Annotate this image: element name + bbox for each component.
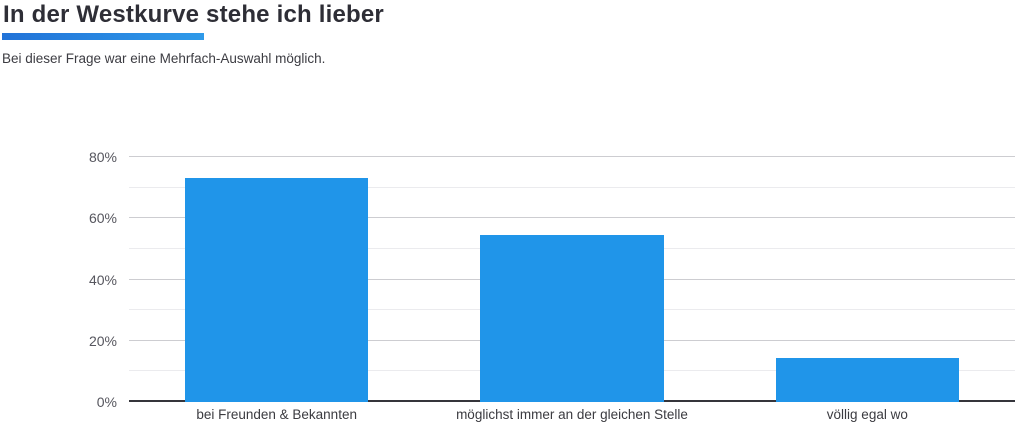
bar-slot bbox=[424, 157, 719, 402]
y-axis: 0% 20% 40% 60% 80% bbox=[0, 149, 117, 410]
y-tick-label-20: 20% bbox=[88, 332, 117, 349]
y-tick-label-40: 40% bbox=[88, 271, 117, 288]
y-tick-label-60: 60% bbox=[88, 210, 117, 227]
bar-1[interactable] bbox=[185, 178, 369, 402]
gridline-80 bbox=[129, 156, 1015, 157]
bar-slot bbox=[720, 157, 1015, 402]
title-accent-underline bbox=[2, 33, 204, 40]
x-tick-label-2: möglichst immer an der gleichen Stelle bbox=[456, 407, 688, 422]
gridline-70 bbox=[129, 186, 1015, 188]
x-tick-label-1: bei Freunden & Bekannten bbox=[196, 407, 357, 422]
page-subtitle: Bei dieser Frage war eine Mehrfach-Auswa… bbox=[2, 51, 326, 66]
page-title: In der Westkurve stehe ich lieber bbox=[3, 1, 384, 28]
gridline-60 bbox=[129, 217, 1015, 219]
x-tick-label-3: völlig egal wo bbox=[826, 407, 908, 422]
y-tick-label-80: 80% bbox=[88, 149, 117, 165]
y-tick-label-0: 0% bbox=[96, 394, 117, 410]
bar-slot bbox=[129, 157, 424, 402]
plot-area bbox=[129, 156, 1015, 402]
bar-3[interactable] bbox=[775, 357, 959, 402]
x-axis-labels: bei Freunden & Bekannten möglichst immer … bbox=[129, 407, 1015, 423]
bar-2[interactable] bbox=[480, 235, 664, 402]
